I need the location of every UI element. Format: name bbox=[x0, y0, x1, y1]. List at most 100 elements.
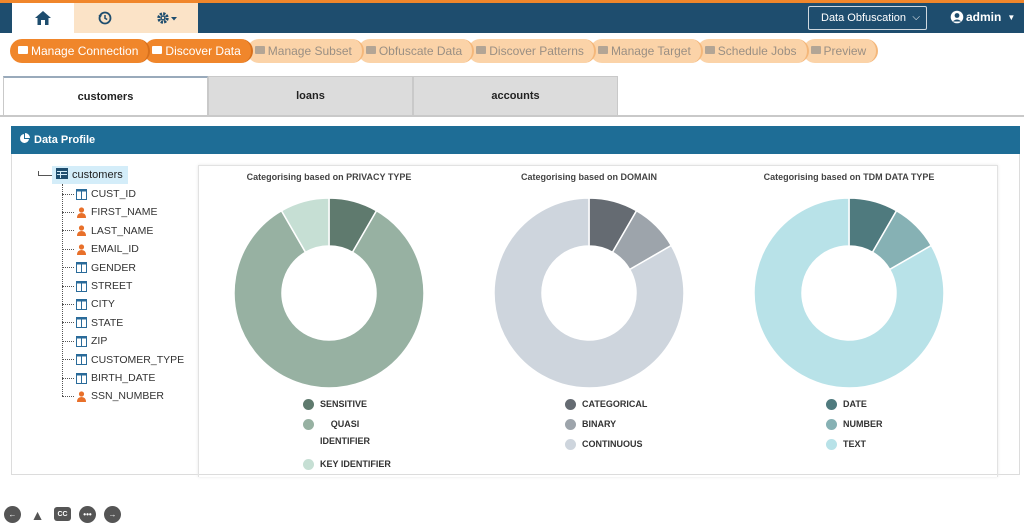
legend-label: DATE bbox=[843, 399, 867, 409]
tab-label: customers bbox=[77, 91, 134, 103]
wizard-step-schedule-jobs[interactable]: Schedule Jobs bbox=[696, 39, 809, 63]
area-chart-icon bbox=[152, 45, 163, 57]
donut-slice-quasi-identifier[interactable] bbox=[233, 209, 425, 389]
chart-title: Categorising based on TDM DATA TYPE bbox=[763, 172, 935, 182]
person-icon bbox=[76, 391, 87, 402]
legend-label: SENSITIVE bbox=[320, 399, 368, 409]
wizard-step-manage-target[interactable]: Manage Target bbox=[589, 39, 703, 63]
tree-field-gender[interactable]: GENDER bbox=[62, 260, 136, 276]
chart-legend: CATEGORICAL BINARY CONTINUOUS bbox=[565, 399, 647, 459]
user-menu[interactable]: admin ▼ bbox=[950, 10, 1015, 24]
tree-connector bbox=[38, 171, 52, 176]
legend-item[interactable]: QUASI IDENTIFIER bbox=[303, 419, 391, 450]
chart-legend: SENSITIVE QUASI IDENTIFIER KEY IDENTIFIER bbox=[303, 399, 391, 479]
tree-field-label: FIRST_NAME bbox=[91, 206, 158, 219]
legend-item[interactable]: NUMBER bbox=[826, 419, 883, 430]
settings-dropdown-button[interactable] bbox=[136, 3, 198, 33]
player-controls: ← ▲ CC ••• → bbox=[4, 506, 121, 523]
tab-customers[interactable]: customers bbox=[3, 76, 208, 116]
donut-slice-continuous[interactable] bbox=[493, 197, 685, 389]
cc-icon[interactable]: CC bbox=[54, 507, 71, 521]
tab-divider bbox=[0, 115, 1024, 117]
tree-field-label: EMAIL_ID bbox=[91, 243, 139, 256]
tree-field-birth_date[interactable]: BIRTH_DATE bbox=[62, 370, 155, 386]
legend-label: CATEGORICAL bbox=[582, 399, 648, 409]
mode-select[interactable]: Data Obfuscation ⌵ bbox=[808, 6, 927, 30]
tab-label: loans bbox=[296, 90, 325, 102]
column-icon bbox=[76, 335, 87, 347]
tab-loans[interactable]: loans bbox=[208, 76, 413, 116]
tree-field-email_id[interactable]: EMAIL_ID bbox=[62, 241, 139, 257]
legend-label: CONTINUOUS bbox=[582, 439, 643, 449]
chart-title: Categorising based on PRIVACY TYPE bbox=[246, 172, 412, 182]
column-icon bbox=[76, 317, 87, 329]
legend-item[interactable]: TEXT bbox=[826, 439, 883, 450]
wizard-step-label: Discover Data bbox=[165, 44, 241, 58]
legend-swatch bbox=[303, 399, 314, 410]
donut-slice-key-identifier[interactable] bbox=[280, 197, 330, 254]
legend-item[interactable]: CATEGORICAL bbox=[565, 399, 647, 410]
legend-item[interactable]: SENSITIVE bbox=[303, 399, 391, 410]
user-circle-icon bbox=[950, 10, 964, 24]
wizard-step-manage-subset[interactable]: Manage Subset bbox=[246, 39, 364, 63]
legend-label: NUMBER bbox=[843, 419, 883, 429]
donut-chart-3: Categorising based on TDM DATA TYPE DATE N… bbox=[719, 166, 979, 478]
tree-connector bbox=[62, 193, 74, 195]
top-nav bbox=[12, 3, 198, 33]
cone-icon[interactable]: ▲ bbox=[30, 506, 45, 523]
tree-field-first_name[interactable]: FIRST_NAME bbox=[62, 204, 158, 220]
wizard-step-preview[interactable]: Preview bbox=[802, 39, 879, 63]
back-icon[interactable]: ← bbox=[4, 506, 21, 523]
tree-field-cust_id[interactable]: CUST_ID bbox=[62, 186, 136, 202]
wizard-step-manage-connection[interactable]: Manage Connection bbox=[10, 39, 151, 63]
calendar-icon bbox=[704, 45, 715, 57]
gear-icon bbox=[476, 45, 487, 57]
tree-field-last_name[interactable]: LAST_NAME bbox=[62, 223, 153, 239]
caret-down-icon: ▼ bbox=[1007, 12, 1016, 22]
tree-field-ssn_number[interactable]: SSN_NUMBER bbox=[62, 388, 164, 404]
forward-icon[interactable]: → bbox=[104, 506, 121, 523]
tree-field-label: CUSTOMER_TYPE bbox=[91, 353, 185, 366]
history-icon bbox=[98, 11, 112, 25]
tree-field-city[interactable]: CITY bbox=[62, 296, 115, 312]
wizard-step-label: Manage Connection bbox=[31, 44, 139, 58]
column-icon bbox=[76, 372, 87, 384]
tree-field-label: ZIP bbox=[91, 335, 108, 348]
tree-root-customers[interactable]: customers bbox=[52, 166, 128, 184]
mode-select-value: Data Obfuscation bbox=[821, 12, 906, 24]
tree-connector bbox=[62, 248, 74, 250]
person-icon bbox=[76, 225, 87, 237]
wizard-step-discover-patterns[interactable]: Discover Patterns bbox=[468, 39, 596, 63]
more-icon[interactable]: ••• bbox=[79, 506, 96, 523]
tab-accounts[interactable]: accounts bbox=[413, 76, 618, 116]
legend-item[interactable]: KEY IDENTIFIER bbox=[303, 459, 391, 470]
wizard-step-discover-data[interactable]: Discover Data bbox=[144, 39, 253, 63]
tree-field-zip[interactable]: ZIP bbox=[62, 333, 107, 349]
legend-swatch bbox=[303, 419, 314, 430]
legend-item[interactable]: CONTINUOUS bbox=[565, 439, 647, 450]
history-button[interactable] bbox=[74, 3, 136, 33]
file-icon bbox=[810, 45, 821, 57]
chevron-down-icon: ⌵ bbox=[912, 12, 920, 23]
table-tabs: customers loans accounts bbox=[3, 76, 618, 116]
legend-swatch bbox=[565, 419, 576, 430]
briefcase-icon bbox=[597, 45, 608, 57]
column-icon bbox=[76, 354, 87, 366]
donut-chart-2: Categorising based on DOMAIN CATEGORICAL B… bbox=[459, 166, 719, 478]
legend-item[interactable]: BINARY bbox=[565, 419, 647, 430]
tree-field-customer_type[interactable]: CUSTOMER_TYPE bbox=[62, 352, 184, 368]
column-icon bbox=[76, 262, 87, 274]
wizard-step-label: Obfuscate Data bbox=[378, 44, 463, 58]
wizard-step-label: Manage Subset bbox=[267, 44, 352, 58]
donut-slice-text[interactable] bbox=[753, 197, 945, 389]
tree-field-label: CITY bbox=[91, 298, 115, 311]
folder-icon bbox=[18, 45, 28, 57]
donut-svg bbox=[753, 197, 945, 389]
tree-field-street[interactable]: STREET bbox=[62, 278, 132, 294]
home-button[interactable] bbox=[12, 3, 74, 33]
wizard-step-obfuscate-data[interactable]: Obfuscate Data bbox=[357, 39, 475, 63]
tree-field-state[interactable]: STATE bbox=[62, 315, 123, 331]
legend-item[interactable]: DATE bbox=[826, 399, 883, 410]
wizard-step-label: Discover Patterns bbox=[489, 44, 584, 58]
legend-label: KEY IDENTIFIER bbox=[320, 459, 391, 469]
